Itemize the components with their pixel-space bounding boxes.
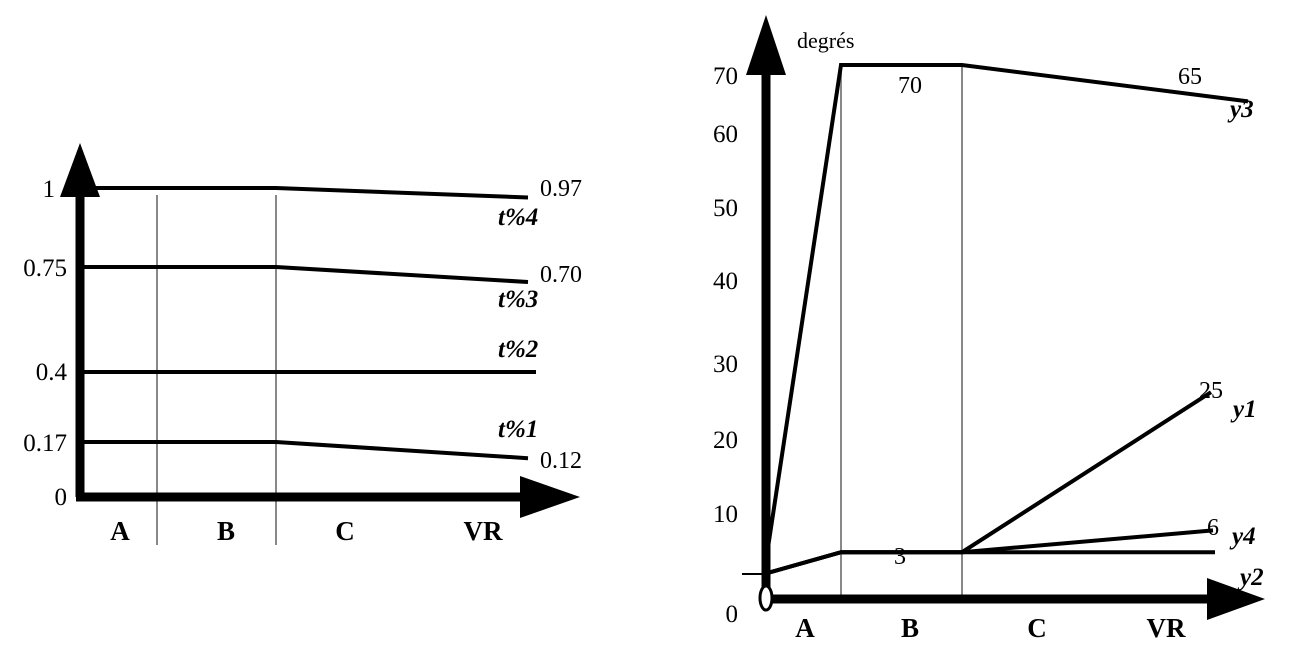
series-name-t4: t%4 [498,204,538,231]
right-chart: degrés 0 10 20 30 40 50 60 70 A B C VR 7… [713,15,1265,643]
right-category-a: A [795,613,815,640]
right-y-tick-30: 30 [713,351,738,378]
series-line-t4 [80,186,529,200]
right-y-tick-70: 70 [713,63,738,90]
right-y-axis-label: degrés [797,28,854,53]
series-name-y4: y4 [1229,523,1256,550]
left-x-axis-arrow [520,476,580,518]
left-y-tick-0: 0 [55,484,68,511]
right-x-axis-arrow [1207,578,1265,620]
end-label-t4: 0.97 [540,176,582,202]
series-line-t3 [80,265,529,284]
right-y-tick-0: 0 [726,601,739,628]
right-category-vr: VR [1147,613,1186,640]
left-y-tick-017: 0.17 [23,430,67,457]
left-category-b: B [217,516,235,546]
series-name-t3: t%3 [498,286,538,313]
right-category-b: B [901,613,919,640]
value-label-y2-b: 3 [894,544,906,570]
value-label-y1-vr: 25 [1199,378,1223,404]
left-y-tick-04: 0.4 [36,359,68,386]
value-label-y4-vr: 6 [1207,515,1219,541]
series-name-t2: t%2 [498,336,538,363]
right-y-tick-50: 50 [713,195,738,222]
right-category-c: C [1027,613,1047,640]
left-category-vr: VR [464,516,503,546]
series-name-y1: y1 [1230,396,1257,423]
right-y-tick-10: 10 [713,501,738,528]
right-y-tick-20: 20 [713,427,738,454]
right-y-tick-60: 60 [713,121,738,148]
series-name-y2: y2 [1237,564,1264,591]
end-label-t3: 0.70 [540,262,582,288]
left-category-a: A [110,516,130,546]
left-y-tick-1: 1 [43,176,56,203]
series-name-t1: t%1 [498,416,538,443]
value-label-y3-b: 70 [898,73,922,99]
series-line-y1 [763,390,1213,576]
value-label-y3-vr: 65 [1178,64,1202,90]
right-y-axis-arrow [746,15,786,75]
right-y-tick-40: 40 [713,268,738,295]
series-line-y3 [762,63,1249,575]
left-y-axis-arrow [60,143,100,197]
origin-marker [758,584,774,612]
left-category-c: C [335,516,355,546]
series-line-t1 [80,440,529,461]
end-label-t1: 0.12 [540,448,582,474]
left-y-tick-075: 0.75 [23,255,67,282]
series-name-y3: y3 [1227,96,1254,123]
left-chart: 0 0.17 0.4 0.75 1 A B C VR 0.97 0.70 0.1… [23,143,582,546]
series-line-y2 [763,550,1215,576]
